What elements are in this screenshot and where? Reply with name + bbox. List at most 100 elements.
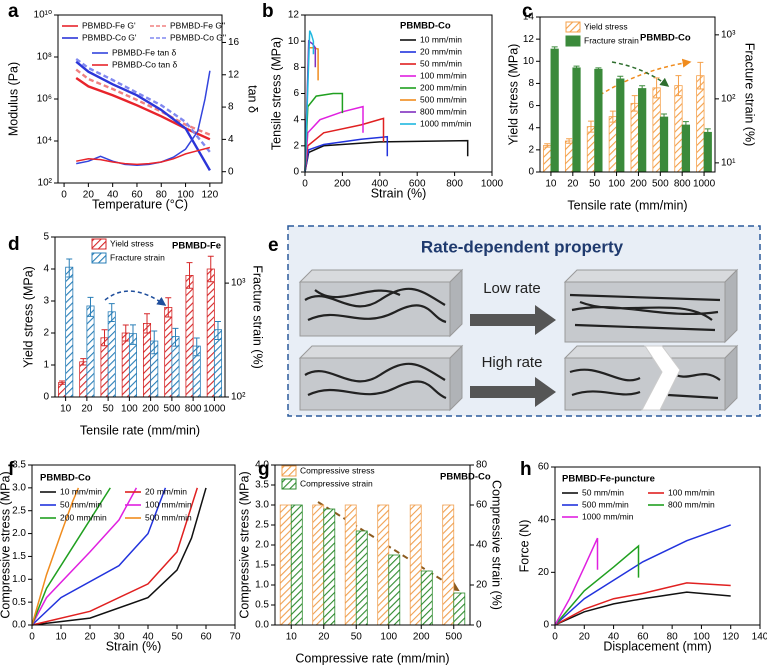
x-tick-label: 120 xyxy=(202,190,219,201)
y-axis-label: Compressive stress (MPa) xyxy=(0,471,12,618)
x-axis-label: Displacement (mm) xyxy=(603,639,711,653)
y-tick-label: 0 xyxy=(43,392,49,403)
error-bar xyxy=(87,296,94,317)
block xyxy=(298,344,464,412)
x-tick-label: 50 xyxy=(103,404,115,415)
plot-frame xyxy=(274,464,471,626)
plot-frame xyxy=(54,236,226,398)
y2-tick-label: 16 xyxy=(228,37,240,48)
y-axis-label: Yield stress (MPa) xyxy=(21,266,35,368)
legend-label: 50 mm/min xyxy=(60,499,102,509)
bar xyxy=(659,116,669,173)
y-tick-label: 10¹⁰ xyxy=(34,10,52,21)
legend-label: 200 mm/min xyxy=(60,512,107,522)
y-tick-label: 14 xyxy=(523,12,535,23)
error-bar xyxy=(697,61,704,90)
bar xyxy=(409,504,422,626)
legend-label: Fracture strain xyxy=(584,35,639,45)
error-bar xyxy=(144,313,151,334)
x-tick-label: 50 xyxy=(171,632,183,643)
y-axis-label: Tensile stress (MPa) xyxy=(269,37,283,150)
legend-label: PBMBD-Fe tan δ xyxy=(112,47,177,57)
x-tick-label: 80 xyxy=(667,632,679,643)
x-tick-label: 0 xyxy=(61,190,67,201)
crack xyxy=(641,345,681,411)
line-series xyxy=(76,146,211,166)
error-bar xyxy=(595,67,602,72)
error-bar xyxy=(617,75,624,83)
plot-frame xyxy=(554,466,761,626)
y-tick-label: 2 xyxy=(293,140,299,151)
x-tick-label: 100 xyxy=(177,190,194,201)
legend-label: 200 mm/min xyxy=(420,82,467,92)
annotation: PBMBD-Fe-puncture xyxy=(562,474,655,485)
chart: g0.00.51.01.52.02.53.03.54.0020406080Com… xyxy=(237,459,503,665)
bar xyxy=(442,504,455,626)
y2-tick-label: 80 xyxy=(476,460,488,471)
y-tick-label: 10⁴ xyxy=(37,136,52,147)
x-tick-label: 100 xyxy=(380,632,397,643)
error-bar xyxy=(193,337,200,357)
legend-label: PBMBD-Fe G' xyxy=(82,20,136,30)
y2-tick-label: 0 xyxy=(476,620,482,631)
x-tick-label: 800 xyxy=(446,179,463,190)
y-tick-label: 4 xyxy=(43,264,49,275)
x-axis-label: Strain (%) xyxy=(106,639,162,653)
error-bar xyxy=(214,321,221,340)
line-series xyxy=(554,544,640,626)
bar xyxy=(290,504,303,626)
bar xyxy=(608,116,617,173)
arrow-label: Low rate xyxy=(483,280,541,297)
x-tick-label: 40 xyxy=(608,632,620,643)
block xyxy=(298,268,464,338)
x-axis-label: Strain (%) xyxy=(371,186,427,200)
y2-tick-label: 10³ xyxy=(721,29,736,40)
chart: c 0 2 4 6 8 10 12 14 10¹ 10² 10³ Tensile rate (mm/mi… xyxy=(506,1,756,212)
line-series xyxy=(31,487,80,626)
y-tick-label: 40 xyxy=(538,514,550,525)
diagram-title: Rate-dependent property xyxy=(421,237,624,256)
x-tick-label: 100 xyxy=(608,179,625,190)
chart: f 0.0 0.5 1.0 1.5 2.0 2.5 3.0 3.5 0 10 20 30 40 50 60 70… xyxy=(0,459,241,653)
bar xyxy=(652,87,661,173)
x-tick-label: 20 xyxy=(81,404,93,415)
y-tick-label: 3.5 xyxy=(12,460,26,471)
error-bar xyxy=(661,113,668,121)
line-series xyxy=(31,487,138,626)
legend-swatch xyxy=(281,465,297,477)
x-axis-label: Tensile rate (mm/min) xyxy=(80,423,200,437)
legend-label: 100 mm/min xyxy=(145,499,192,509)
x-tick-label: 400 xyxy=(371,179,388,190)
legend-label: 500 mm/min xyxy=(420,94,467,104)
legend-label: 50 mm/min xyxy=(420,58,462,68)
error-bar xyxy=(172,327,179,347)
y-tick-label: 12 xyxy=(523,34,535,45)
trend-arrow xyxy=(104,290,167,306)
panel-letter: f xyxy=(8,459,15,480)
y2-tick-label: 20 xyxy=(476,580,488,591)
legend-swatch xyxy=(91,252,107,264)
y-tick-label: 3.0 xyxy=(255,500,269,511)
line-series xyxy=(31,487,207,626)
bar xyxy=(696,75,705,173)
x-tick-label: 60 xyxy=(200,632,212,643)
bar xyxy=(616,78,625,173)
x-tick-label: 10 xyxy=(286,632,298,643)
y-tick-label: 1.0 xyxy=(12,574,26,585)
line-series xyxy=(31,487,111,626)
y2-tick-label: 4 xyxy=(228,134,234,145)
legend-label: Compressive strain xyxy=(300,478,373,488)
y-tick-label: 1.5 xyxy=(12,551,26,562)
y-tick-label: 20 xyxy=(538,567,550,578)
x-tick-label: 40 xyxy=(107,190,119,201)
y2-tick-label: 10² xyxy=(721,93,736,104)
error-bar xyxy=(80,358,87,366)
bar xyxy=(586,126,596,173)
y2-tick-label: 0 xyxy=(228,166,234,177)
y2-tick-label: 12 xyxy=(228,69,240,80)
bar xyxy=(86,305,95,398)
x-tick-label: 500 xyxy=(164,404,181,415)
x-tick-label: 200 xyxy=(142,404,159,415)
error-bar xyxy=(544,143,551,148)
y-tick-label: 0.0 xyxy=(12,620,26,631)
